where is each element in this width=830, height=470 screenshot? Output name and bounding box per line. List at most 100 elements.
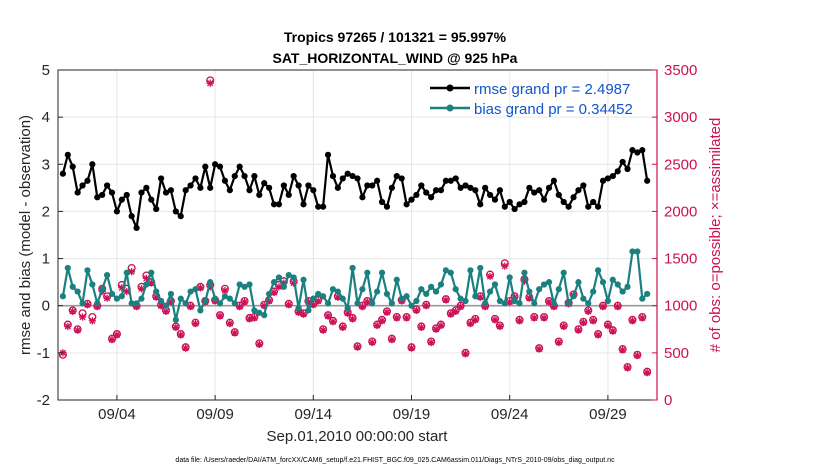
legend-bias-label: bias grand pr = 0.34452 — [474, 101, 633, 118]
bias-point-28 — [197, 307, 204, 314]
rmse-point-67 — [388, 184, 395, 191]
rmse-point-6 — [89, 161, 96, 168]
obs-assimilated-point-83 — [466, 320, 475, 328]
rmse-point-87 — [486, 191, 494, 199]
bias-point-87 — [486, 288, 494, 295]
y-right-tick-label-6: 3000 — [664, 109, 697, 126]
bias-point-23 — [172, 316, 179, 323]
rmse-point-66 — [383, 203, 391, 210]
bias-point-22 — [167, 290, 175, 298]
y-tick-label-2: 0 — [42, 298, 50, 315]
obs-assimilated-point-1 — [64, 322, 72, 331]
obs-assimilated-point-9 — [103, 294, 111, 302]
bias-series — [59, 248, 651, 323]
right-y-axis: 0 500 1000 1500 2000 2500 3000 3500 — [652, 62, 697, 409]
obs-assimilated-point-112 — [609, 327, 617, 335]
rmse-point-96 — [531, 189, 538, 196]
rmse-point-102 — [560, 198, 567, 206]
obs-assimilated-point-88 — [491, 316, 499, 324]
y-tick-label-5: 3 — [42, 156, 50, 173]
rmse-point-112 — [609, 172, 616, 180]
bias-point-89 — [496, 297, 503, 305]
rmse-point-49 — [300, 201, 307, 208]
bias-point-19 — [153, 288, 160, 295]
bias-point-8 — [99, 286, 106, 293]
bias-point-78 — [442, 267, 449, 274]
rmse-point-105 — [575, 187, 582, 194]
rmse-point-94 — [521, 198, 528, 206]
y-tick-label-4: 2 — [42, 203, 50, 220]
rmse-point-9 — [103, 182, 111, 189]
bias-point-4 — [79, 300, 86, 307]
bias-point-40 — [256, 309, 263, 316]
legend: rmse grand pr = 2.4987 bias grand pr = 0… — [430, 81, 633, 118]
bias-point-96 — [531, 300, 538, 307]
bias-point-106 — [580, 295, 587, 302]
bias-point-74 — [423, 290, 430, 298]
y-tick-label-7: 5 — [42, 62, 50, 79]
bias-point-64 — [374, 288, 381, 295]
rmse-point-19 — [153, 205, 160, 213]
legend-rmse-marker — [446, 84, 454, 92]
y-right-tick-label-4: 2000 — [664, 203, 697, 220]
rmse-point-23 — [172, 208, 179, 215]
bias-point-14 — [128, 300, 135, 307]
bias-point-63 — [369, 300, 376, 307]
rmse-point-20 — [158, 175, 165, 182]
x-tick-label-2: 09/14 — [295, 406, 333, 423]
rmse-point-43 — [270, 201, 278, 208]
bias-point-21 — [162, 302, 170, 309]
obs-assimilated-point-114 — [619, 346, 627, 354]
y-axis-right-label: # of obs: o=possible; ×=assimilated — [707, 118, 724, 353]
obs-assimilated-point-73 — [417, 323, 425, 331]
obs-assimilated-point-68 — [393, 314, 401, 322]
obs-assimilated-point-105 — [574, 326, 583, 334]
rmse-point-113 — [614, 168, 621, 175]
bias-point-59 — [349, 264, 356, 272]
obs-assimilated-point-36 — [236, 303, 244, 311]
obs-assimilated-point-60 — [353, 343, 362, 351]
bias-point-86 — [482, 300, 489, 307]
data-file-footer: data file: /Users/raeder/DAI/ATM_forcXX/… — [175, 457, 615, 464]
bias-point-41 — [261, 312, 268, 319]
obs-assimilated-point-32 — [216, 312, 224, 320]
x-tick-label-3: 09/19 — [393, 406, 431, 423]
y-right-tick-label-1: 500 — [664, 345, 689, 362]
rmse-point-45 — [280, 182, 287, 189]
obs-assimilated-point-24 — [177, 331, 185, 339]
bias-point-76 — [432, 288, 440, 295]
bias-point-9 — [103, 271, 111, 279]
rmse-point-21 — [162, 189, 170, 196]
obs-assimilated-point-27 — [191, 320, 200, 328]
rmse-point-85 — [477, 201, 484, 208]
obs-assimilated-point-63 — [368, 338, 376, 347]
bias-point-0 — [59, 293, 67, 300]
bias-point-104 — [570, 293, 577, 300]
rmse-point-22 — [167, 187, 175, 194]
obs-assimilated-point-62 — [363, 298, 371, 306]
rmse-point-58 — [344, 170, 351, 177]
y-tick-label-6: 4 — [42, 109, 50, 126]
rmse-point-68 — [393, 172, 400, 180]
bias-point-69 — [398, 295, 405, 302]
rmse-series — [59, 147, 651, 232]
bias-point-71 — [408, 302, 415, 309]
obs-assimilated-point-109 — [594, 331, 602, 339]
y-right-tick-label-0: 0 — [664, 392, 672, 409]
bias-point-50 — [305, 307, 312, 314]
rmse-point-52 — [315, 203, 322, 210]
bias-point-25 — [182, 300, 189, 307]
rmse-point-98 — [540, 196, 548, 203]
bias-point-119 — [644, 290, 651, 298]
obs-assimilated-point-11 — [113, 331, 121, 339]
bias-point-82 — [462, 297, 469, 305]
bias-point-33 — [221, 293, 229, 300]
obs-assimilated-point-21 — [162, 307, 170, 315]
bias-point-97 — [536, 286, 543, 293]
rmse-point-3 — [74, 189, 81, 196]
rmse-point-65 — [378, 198, 386, 206]
rmse-point-41 — [261, 180, 268, 187]
rmse-point-4 — [79, 182, 86, 189]
obs-assimilated-point-3 — [74, 326, 82, 334]
rmse-point-84 — [472, 187, 479, 194]
